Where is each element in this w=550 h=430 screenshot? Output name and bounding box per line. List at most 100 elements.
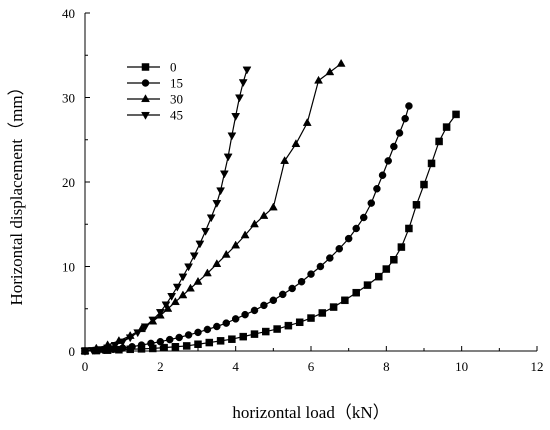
- data-point: [378, 171, 387, 179]
- data-point: [156, 337, 165, 346]
- data-point: [363, 281, 372, 289]
- series-line: [84, 63, 342, 352]
- data-point: [212, 200, 222, 208]
- data-point: [231, 315, 240, 323]
- data-point: [250, 219, 259, 228]
- data-point: [382, 265, 391, 273]
- data-point: [336, 58, 346, 67]
- legend-label: 15: [170, 76, 183, 91]
- data-point: [186, 283, 195, 292]
- data-point: [137, 341, 146, 349]
- legend-label: 30: [170, 92, 183, 107]
- data-point: [182, 342, 191, 350]
- data-point: [262, 327, 270, 336]
- data-point: [250, 330, 259, 338]
- data-point: [307, 314, 315, 322]
- series-15: [81, 102, 413, 355]
- data-point: [335, 245, 343, 253]
- data-point: [405, 224, 413, 233]
- data-point: [194, 328, 202, 337]
- data-point: [373, 185, 381, 193]
- data-point: [288, 284, 296, 293]
- data-point: [148, 316, 158, 325]
- data-point: [314, 75, 323, 84]
- data-point: [420, 180, 428, 189]
- legend-marker: [141, 79, 150, 87]
- data-point: [205, 338, 214, 347]
- data-point: [242, 66, 252, 75]
- data-point: [80, 347, 90, 356]
- data-point: [184, 263, 194, 272]
- data-point: [405, 102, 413, 110]
- data-point: [201, 227, 210, 236]
- data-point: [390, 255, 398, 264]
- x-axis-title: horizontal load（kN）: [232, 403, 389, 422]
- data-point: [279, 290, 287, 299]
- series-45: [80, 66, 252, 356]
- data-point: [291, 139, 301, 148]
- legend-item: 30: [127, 92, 183, 107]
- data-point: [193, 276, 203, 285]
- data-point: [203, 325, 212, 334]
- data-point: [318, 309, 327, 317]
- legend-label: 0: [170, 60, 177, 75]
- x-tick-label: 2: [157, 359, 164, 374]
- legend-label: 45: [170, 108, 183, 123]
- data-point: [240, 230, 250, 239]
- data-point: [206, 214, 216, 223]
- data-point: [273, 325, 281, 333]
- data-point: [280, 156, 290, 164]
- data-point: [307, 270, 315, 278]
- data-point: [184, 331, 193, 339]
- legend-item: 15: [127, 76, 183, 91]
- data-point: [147, 339, 155, 348]
- data-point: [128, 343, 136, 351]
- data-point: [194, 340, 202, 348]
- data-point: [427, 159, 436, 168]
- data-point: [268, 202, 278, 211]
- data-point: [316, 262, 325, 271]
- data-point: [170, 297, 180, 306]
- data-point: [384, 157, 392, 165]
- data-point: [250, 306, 259, 315]
- data-point: [325, 67, 335, 76]
- data-point: [125, 334, 135, 343]
- data-point: [178, 290, 188, 299]
- data-point: [401, 114, 409, 123]
- data-point: [231, 240, 241, 249]
- x-tick-label: 0: [82, 359, 89, 374]
- data-point: [231, 113, 241, 121]
- data-point: [375, 272, 383, 281]
- series-0: [81, 110, 460, 355]
- data-point: [161, 301, 171, 310]
- data-point: [341, 296, 349, 305]
- legend-marker: [141, 94, 150, 103]
- x-tick-label: 8: [383, 359, 390, 374]
- data-point: [260, 301, 268, 310]
- y-tick-label: 20: [62, 175, 75, 190]
- data-point: [212, 259, 222, 268]
- series-layer: [80, 58, 460, 356]
- data-point: [167, 293, 177, 301]
- data-point: [367, 199, 376, 207]
- series-30: [80, 58, 346, 355]
- data-point: [221, 249, 231, 258]
- data-point: [390, 142, 398, 151]
- data-point: [140, 323, 150, 332]
- data-point: [216, 187, 226, 196]
- data-point: [238, 79, 248, 88]
- data-point: [228, 335, 236, 343]
- data-point: [155, 309, 165, 317]
- y-axis-title: Horizontal displacement（mm）: [7, 78, 26, 305]
- data-point: [189, 252, 199, 261]
- legend-item: 0: [127, 60, 177, 75]
- data-point: [213, 322, 221, 331]
- data-point: [160, 343, 168, 352]
- data-point: [269, 296, 278, 305]
- x-tick-label: 4: [232, 359, 239, 374]
- data-point: [222, 319, 230, 327]
- data-point: [118, 338, 128, 347]
- data-point: [284, 321, 293, 330]
